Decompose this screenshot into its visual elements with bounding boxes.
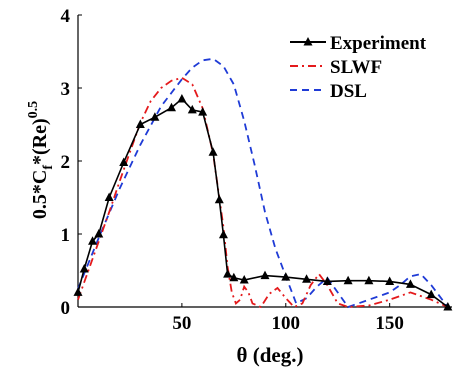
data-point-experiment	[79, 264, 89, 273]
series-line-dsl	[77, 57, 449, 309]
data-point-experiment	[198, 107, 208, 116]
data-point-experiment	[364, 275, 374, 285]
data-point-experiment	[135, 119, 145, 128]
series-line-slwf	[77, 76, 449, 309]
data-point-experiment	[223, 269, 233, 278]
series-layer	[73, 57, 453, 311]
data-point-experiment	[239, 274, 249, 284]
y-tick-label: 3	[61, 79, 71, 100]
data-point-experiment	[443, 302, 453, 311]
y-axis-label: 0.5*Cf*(Re)0.5	[26, 101, 56, 219]
plot-frame	[77, 15, 452, 308]
x-tick-label: 50	[172, 313, 191, 334]
data-point-experiment	[385, 276, 395, 285]
data-point-experiment	[260, 270, 270, 280]
data-point-experiment	[214, 194, 224, 204]
x-tick-label: 150	[375, 313, 404, 334]
legend-marker-experiment	[303, 37, 313, 46]
y-tick-label: 1	[61, 225, 71, 246]
data-point-experiment	[302, 274, 312, 283]
y-axis-label-sub: f	[41, 165, 56, 170]
data-point-experiment	[187, 104, 197, 114]
y-axis-label-base: 0.5*C	[29, 170, 51, 219]
data-point-experiment	[343, 275, 353, 285]
data-point-experiment	[229, 272, 239, 282]
data-point-experiment	[281, 272, 291, 281]
data-point-experiment	[119, 157, 129, 166]
data-point-experiment	[405, 279, 415, 288]
x-tick-label: 100	[272, 313, 301, 334]
legend-label-experiment: Experiment	[330, 33, 427, 54]
data-point-experiment	[73, 287, 83, 296]
data-point-experiment	[322, 276, 332, 285]
series-line-experiment	[77, 97, 449, 308]
y-tick-label: 2	[61, 152, 71, 173]
legend: Experiment SLWF DSL	[290, 33, 427, 102]
data-point-experiment	[218, 229, 228, 239]
data-point-experiment	[94, 229, 104, 238]
data-point-experiment	[88, 236, 98, 245]
ticks: 50 100 150 0 1 2 3 4	[61, 6, 404, 334]
data-point-experiment	[208, 147, 218, 156]
data-point-experiment	[104, 192, 114, 201]
legend-label-dsl: DSL	[330, 81, 367, 102]
y-tick-label: 4	[61, 6, 71, 27]
legend-label-slwf: SLWF	[330, 57, 382, 78]
y-tick-label: 0	[61, 298, 71, 319]
y-axis-label-sup: 0.5	[26, 101, 41, 119]
svg-text:0.5*Cf*(Re)0.5: 0.5*Cf*(Re)0.5	[26, 101, 56, 219]
x-axis-label: θ (deg.)	[237, 343, 304, 367]
data-point-experiment	[167, 102, 176, 112]
y-axis-label-mid: *(Re)	[29, 118, 51, 165]
data-point-experiment	[150, 112, 160, 121]
data-point-experiment	[177, 93, 187, 103]
data-point-experiment	[426, 289, 436, 299]
